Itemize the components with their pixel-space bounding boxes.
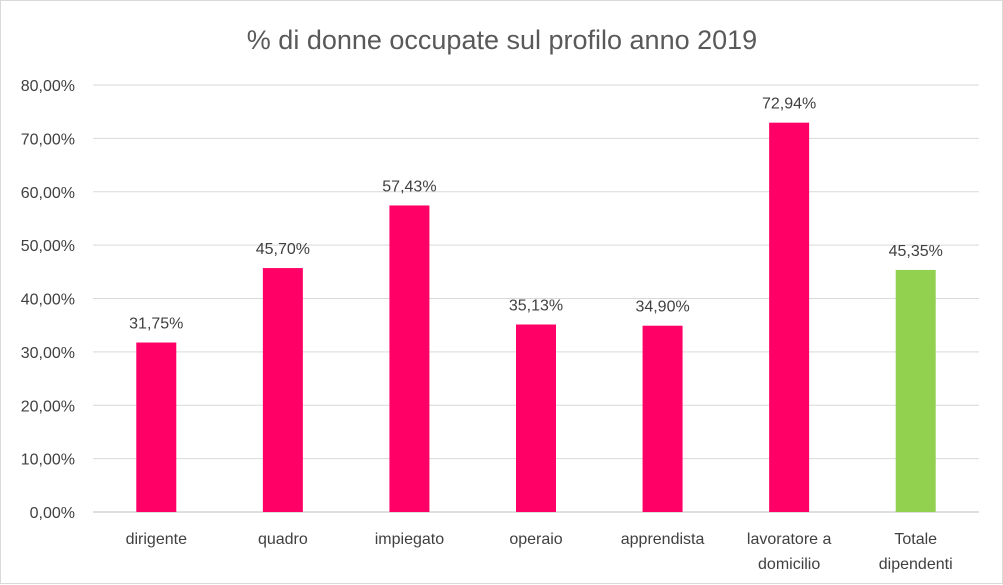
data-label: 72,94%: [762, 96, 816, 113]
bar: [136, 342, 177, 512]
bar: [389, 205, 430, 512]
bar: [642, 325, 683, 512]
data-label: 45,70%: [256, 241, 310, 258]
bar: [895, 269, 936, 512]
x-axis-categories: dirigente quadro impiegato operaio apprendis…: [126, 531, 953, 573]
y-tick-label: 0,00%: [30, 505, 75, 522]
gridlines: [93, 84, 979, 513]
bar: [262, 268, 303, 512]
category-label: apprendista: [621, 531, 705, 548]
y-tick-label: 60,00%: [21, 185, 75, 202]
bar: [516, 324, 556, 512]
y-tick-label: 80,00%: [21, 78, 75, 95]
data-label: 57,43%: [382, 178, 436, 195]
y-tick-label: 50,00%: [21, 238, 75, 255]
data-label: 31,75%: [129, 316, 183, 333]
data-label: 45,35%: [889, 243, 943, 260]
chart-title: % di donne occupate sul profilo anno 201…: [247, 25, 757, 55]
y-axis-ticks: 0,00% 10,00% 20,00% 30,00% 40,00% 50,00% 60,00…: [21, 78, 75, 522]
category-label: impiegato: [375, 531, 444, 548]
category-label: lavoratore a domicilio: [747, 531, 832, 573]
y-tick-label: 40,00%: [21, 292, 75, 309]
category-label: dirigente: [126, 531, 187, 548]
data-label: 34,90%: [635, 299, 689, 316]
y-tick-label: 70,00%: [21, 131, 75, 148]
y-tick-label: 10,00%: [21, 452, 75, 469]
bars: [136, 122, 936, 513]
data-labels: 31,75% 45,70% 57,43% 35,13% 34,90% 72,94% 45,3…: [129, 96, 943, 333]
y-tick-label: 20,00%: [21, 398, 75, 415]
category-label: Totale dipendenti: [879, 531, 953, 573]
y-tick-label: 30,00%: [21, 345, 75, 362]
data-label: 35,13%: [509, 297, 563, 314]
bar: [769, 122, 810, 513]
category-label: quadro: [258, 531, 308, 548]
category-label: operaio: [509, 531, 562, 548]
